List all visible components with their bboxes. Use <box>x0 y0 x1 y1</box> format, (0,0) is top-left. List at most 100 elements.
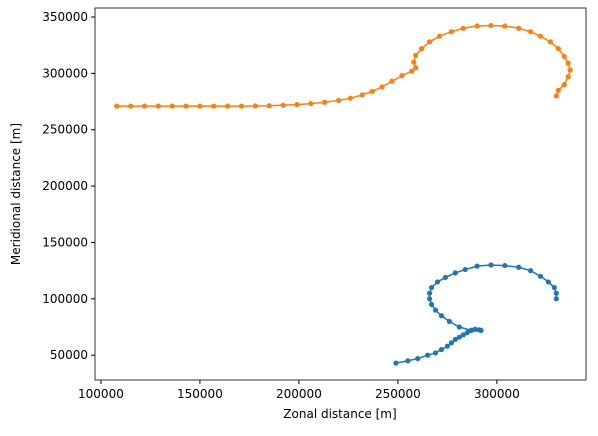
y-axis-label: Meridional distance [m] <box>9 123 23 265</box>
point <box>369 88 375 95</box>
point <box>434 279 441 285</box>
point <box>555 87 561 93</box>
y-tick-label: 100000 <box>42 292 88 306</box>
point <box>561 53 567 60</box>
y-tick-label: 350000 <box>42 10 88 24</box>
x-tick-label: 100000 <box>78 387 124 401</box>
point <box>389 78 395 84</box>
point <box>527 29 534 35</box>
point <box>444 343 451 349</box>
point <box>553 290 559 296</box>
point <box>567 67 573 73</box>
point <box>456 334 462 340</box>
point <box>452 336 458 343</box>
point <box>472 326 478 332</box>
series-line <box>116 24 571 107</box>
point <box>545 279 551 285</box>
point <box>516 25 522 31</box>
point <box>393 360 399 366</box>
point <box>411 59 417 65</box>
point <box>294 102 300 108</box>
point <box>446 318 452 324</box>
point <box>347 95 353 101</box>
point <box>211 103 217 109</box>
y-tick-label: 250000 <box>42 123 88 137</box>
point <box>183 103 189 109</box>
point <box>488 262 494 268</box>
x-tick-label: 150000 <box>177 387 223 401</box>
point <box>426 39 433 45</box>
point <box>553 296 559 302</box>
point <box>114 103 120 109</box>
point <box>426 296 433 302</box>
point <box>537 33 544 39</box>
point <box>266 103 272 109</box>
point <box>438 346 445 353</box>
point <box>426 290 433 296</box>
point <box>225 103 231 109</box>
point <box>561 82 567 88</box>
point <box>252 103 258 109</box>
point <box>442 274 449 281</box>
point <box>516 264 522 270</box>
point <box>415 355 421 362</box>
x-tick-label: 250000 <box>375 387 421 401</box>
point <box>553 93 559 99</box>
point <box>409 68 415 74</box>
point <box>468 327 474 333</box>
point <box>432 307 439 313</box>
point <box>452 270 458 276</box>
point <box>502 23 508 29</box>
point <box>502 262 508 269</box>
point <box>547 39 553 45</box>
point <box>436 33 443 39</box>
point <box>460 25 466 31</box>
point <box>438 313 445 319</box>
point <box>335 97 342 104</box>
point <box>405 358 411 364</box>
point <box>460 332 466 338</box>
point <box>238 103 245 109</box>
point <box>551 284 557 291</box>
point <box>428 301 435 308</box>
point <box>169 103 175 109</box>
x-axis-label: Zonal distance [m] <box>283 407 396 421</box>
y-tick-label: 50000 <box>50 348 88 362</box>
point <box>425 352 431 358</box>
y-tick-label: 200000 <box>42 179 88 193</box>
point <box>464 330 470 336</box>
point <box>448 29 454 35</box>
y-tick-label: 300000 <box>42 66 88 80</box>
point <box>128 103 134 109</box>
point <box>555 45 561 52</box>
point <box>197 103 203 109</box>
x-tick-label: 300000 <box>474 387 520 401</box>
point <box>155 103 161 109</box>
point <box>141 103 148 109</box>
point <box>419 45 425 52</box>
point <box>399 73 405 79</box>
point <box>308 100 314 107</box>
y-tick-label: 150000 <box>42 235 88 249</box>
point <box>359 92 365 98</box>
point <box>280 102 286 108</box>
plot-frame <box>94 7 587 381</box>
point <box>474 263 480 269</box>
point <box>527 268 534 274</box>
x-tick-label: 200000 <box>276 387 322 401</box>
point <box>428 284 435 291</box>
point <box>413 65 419 71</box>
point <box>478 327 484 333</box>
point <box>565 74 571 80</box>
point <box>565 60 571 66</box>
point <box>537 273 544 279</box>
point <box>322 99 328 105</box>
point <box>462 266 468 273</box>
point <box>413 52 419 58</box>
point <box>488 22 494 29</box>
point <box>448 340 454 346</box>
point <box>379 84 385 90</box>
series-line <box>395 264 558 364</box>
point <box>432 350 439 356</box>
